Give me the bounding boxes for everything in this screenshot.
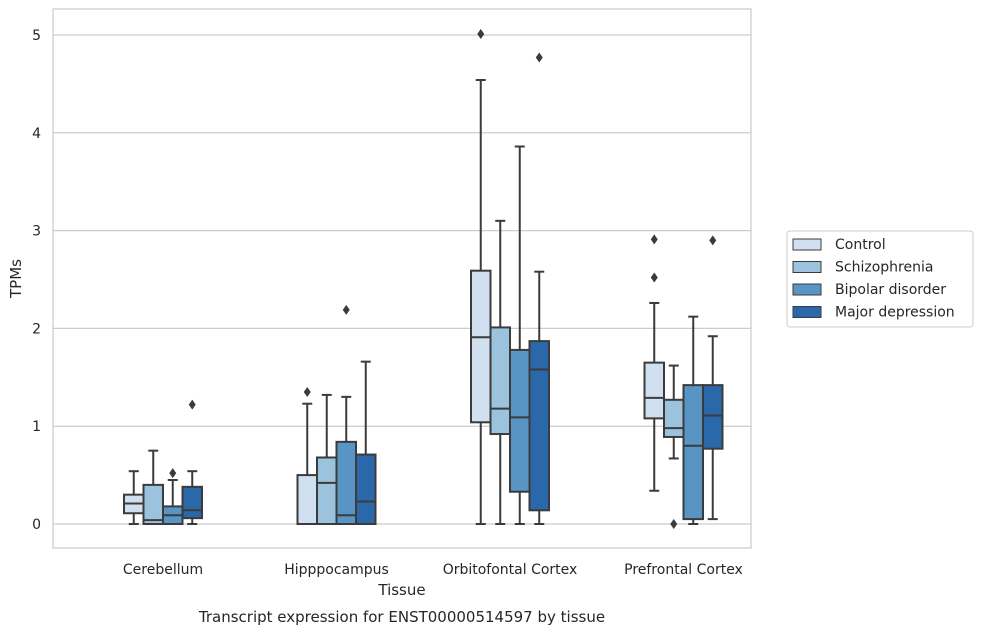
outlier-point	[650, 234, 658, 245]
box-2-3	[528, 52, 550, 525]
outlier-point	[535, 52, 543, 63]
box-body	[335, 440, 357, 525]
legend-frame	[786, 230, 974, 328]
outlier-point	[650, 272, 658, 283]
outlier-point	[169, 468, 177, 479]
outlier-point	[477, 29, 485, 40]
plot-area-frame	[52, 8, 752, 549]
box-1-2	[335, 304, 357, 525]
box-body	[142, 483, 164, 526]
box-body	[296, 474, 318, 526]
outlier-point	[709, 235, 717, 246]
gridlines	[53, 34, 751, 525]
legend-item: Schizophrenia	[792, 260, 933, 276]
box-0-3	[181, 399, 203, 525]
y-tick-label: 4	[32, 126, 41, 142]
box-body	[181, 485, 203, 520]
x-tick-label: Prefrontal Cortex	[624, 562, 743, 578]
legend: Control Schizophrenia Bipolar disorder Majo…	[786, 230, 974, 328]
legend-label: Bipolar disorder	[835, 282, 946, 298]
box-body	[682, 384, 704, 521]
y-tick-label: 0	[32, 517, 41, 533]
legend-swatch	[792, 306, 822, 318]
x-axis-label: Tissue	[377, 581, 425, 599]
x-tick-label: Hipppocampus	[284, 562, 389, 578]
outlier-point	[342, 304, 350, 315]
y-tick-label: 2	[32, 321, 41, 337]
box-body	[663, 398, 685, 438]
y-tick-label: 3	[32, 224, 41, 240]
box-1-1	[316, 393, 338, 525]
box-body	[316, 456, 338, 525]
legend-item: Bipolar disorder	[792, 282, 946, 298]
box-3-1	[663, 364, 685, 529]
y-tick-label: 5	[32, 28, 41, 44]
box-2-0	[470, 29, 492, 525]
boxes	[123, 29, 724, 529]
legend-swatch	[792, 238, 822, 251]
outlier-point	[303, 386, 311, 397]
y-tick-label: 1	[32, 419, 41, 435]
box-1-0	[296, 386, 318, 526]
box-body	[702, 384, 724, 450]
legend-swatch	[792, 283, 822, 296]
box-body	[509, 348, 531, 493]
box-body	[643, 361, 665, 420]
chart-caption: Transcript expression for ENST0000051459…	[198, 608, 605, 626]
legend-label: Control	[835, 237, 886, 253]
legend-item: Control	[792, 237, 886, 253]
legend-label: Schizophrenia	[835, 260, 933, 276]
box-3-3	[702, 235, 724, 521]
y-axis-label: TPMs	[7, 259, 25, 299]
x-tick-label: Orbitofontal Cortex	[443, 562, 578, 578]
box-1-3	[355, 360, 377, 526]
box-2-2	[509, 145, 531, 525]
legend-label: Major depression	[835, 305, 955, 321]
box-body	[528, 340, 550, 512]
box-0-1	[142, 449, 164, 526]
box-0-2	[162, 468, 184, 525]
legend-item: Major depression	[792, 305, 955, 321]
x-axis-ticks: Cerebellum Hipppocampus Orbitofontal Corte…	[123, 562, 743, 578]
box-body	[355, 453, 377, 526]
box-body	[489, 326, 511, 436]
box-3-2	[682, 315, 704, 525]
box-body	[470, 269, 492, 424]
legend-swatch	[792, 261, 822, 273]
outlier-point	[188, 399, 196, 410]
x-tick-label: Cerebellum	[123, 562, 203, 578]
box-0-0	[123, 470, 145, 525]
box-3-0	[643, 234, 665, 492]
y-axis-ticks: 0 1 2 3 4 5	[32, 28, 41, 533]
box-2-1	[489, 219, 511, 525]
outlier-point	[670, 519, 678, 529]
